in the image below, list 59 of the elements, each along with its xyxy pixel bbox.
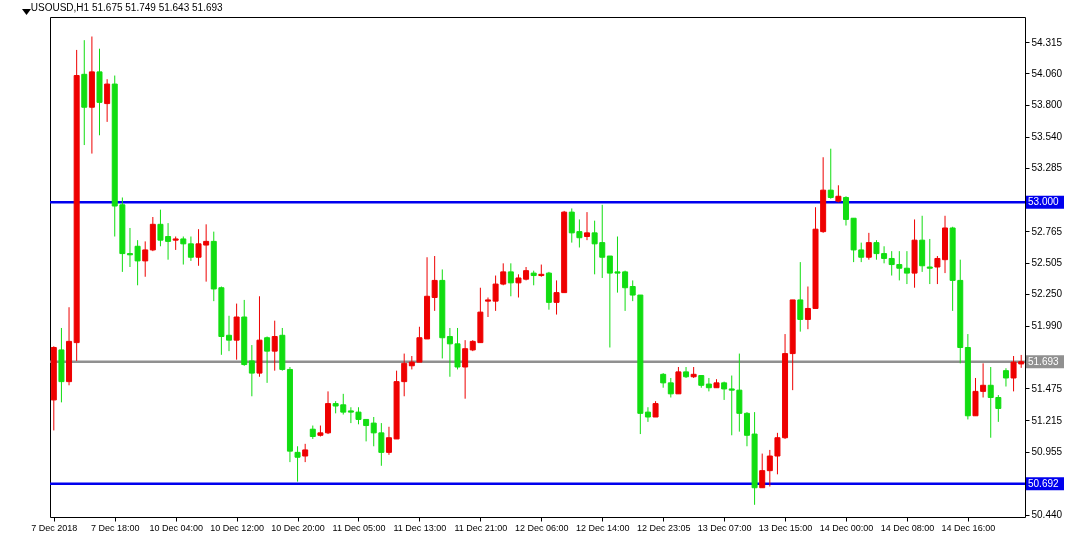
y-tick-label: 53.800 [1031, 99, 1063, 111]
y-tick-label: 51.215 [1031, 414, 1063, 426]
x-tick-label: 14 Dec 16:00 [941, 522, 996, 533]
x-tick-label: 7 Dec 18:00 [90, 522, 140, 533]
x-tick-label: 10 Dec 04:00 [149, 522, 203, 533]
x-tick-label: 14 Dec 00:00 [819, 522, 874, 533]
x-tick-label: 11 Dec 13:00 [393, 522, 447, 533]
y-tick-label: 54.060 [1031, 67, 1063, 79]
candlestick [644, 406, 651, 423]
y-tick-label: 50.440 [1031, 509, 1063, 521]
candlestick [926, 238, 933, 285]
candlestick [797, 261, 804, 333]
ref-line-label: 53.000 [1028, 196, 1060, 208]
chart-title: USOUSD,H1 51.675 51.749 51.643 51.693 [30, 2, 224, 13]
candlestick [248, 344, 255, 397]
candlestick [903, 250, 910, 285]
ref-line-label: 51.693 [1028, 355, 1060, 367]
candlestick [431, 255, 438, 312]
x-tick-label: 11 Dec 05:00 [332, 522, 386, 533]
candlestick [233, 303, 240, 361]
y-tick-label: 51.475 [1031, 382, 1063, 394]
x-tick-label: 13 Dec 07:00 [697, 522, 752, 533]
x-tick-label: 12 Dec 14:00 [575, 522, 630, 533]
candlestick [507, 262, 514, 297]
candlestick [271, 320, 278, 372]
x-tick-label: 14 Dec 08:00 [880, 522, 935, 533]
x-tick-label: 12 Dec 23:05 [636, 522, 691, 533]
y-tick-label: 54.315 [1031, 36, 1063, 48]
candlestick [705, 377, 712, 392]
candlestick [142, 240, 149, 278]
candlestick [1002, 367, 1009, 388]
x-tick-label: 11 Dec 21:00 [454, 522, 508, 533]
y-tick-label: 51.990 [1031, 320, 1063, 332]
y-tick-label: 50.955 [1031, 446, 1063, 458]
candlestick [675, 366, 682, 395]
y-tick-label: 52.505 [1031, 257, 1063, 269]
candlestick [759, 453, 766, 489]
y-tick-label: 53.540 [1031, 131, 1063, 143]
x-tick-label: 10 Dec 20:00 [271, 522, 325, 533]
candlestick [667, 377, 674, 398]
y-tick-label: 52.250 [1031, 288, 1063, 300]
x-tick-label: 10 Dec 12:00 [210, 522, 264, 533]
candlestick [187, 236, 194, 262]
y-tick-label: 53.285 [1031, 162, 1063, 174]
candlestick [180, 236, 187, 266]
candlestick [294, 445, 301, 483]
x-tick-label: 13 Dec 15:00 [758, 522, 813, 533]
candlestick [584, 211, 591, 241]
x-tick-label: 7 Dec 2018 [31, 522, 78, 533]
y-tick-label: 52.765 [1031, 225, 1063, 237]
candlestick [462, 339, 469, 400]
ref-line-label: 50.692 [1028, 477, 1060, 489]
x-tick-label: 12 Dec 06:00 [515, 522, 569, 533]
candlestick [865, 232, 872, 261]
candlestick [302, 443, 309, 463]
candlestick [827, 148, 834, 200]
candlestick [683, 366, 690, 379]
candlestick [104, 78, 111, 123]
candlestick [264, 336, 271, 384]
